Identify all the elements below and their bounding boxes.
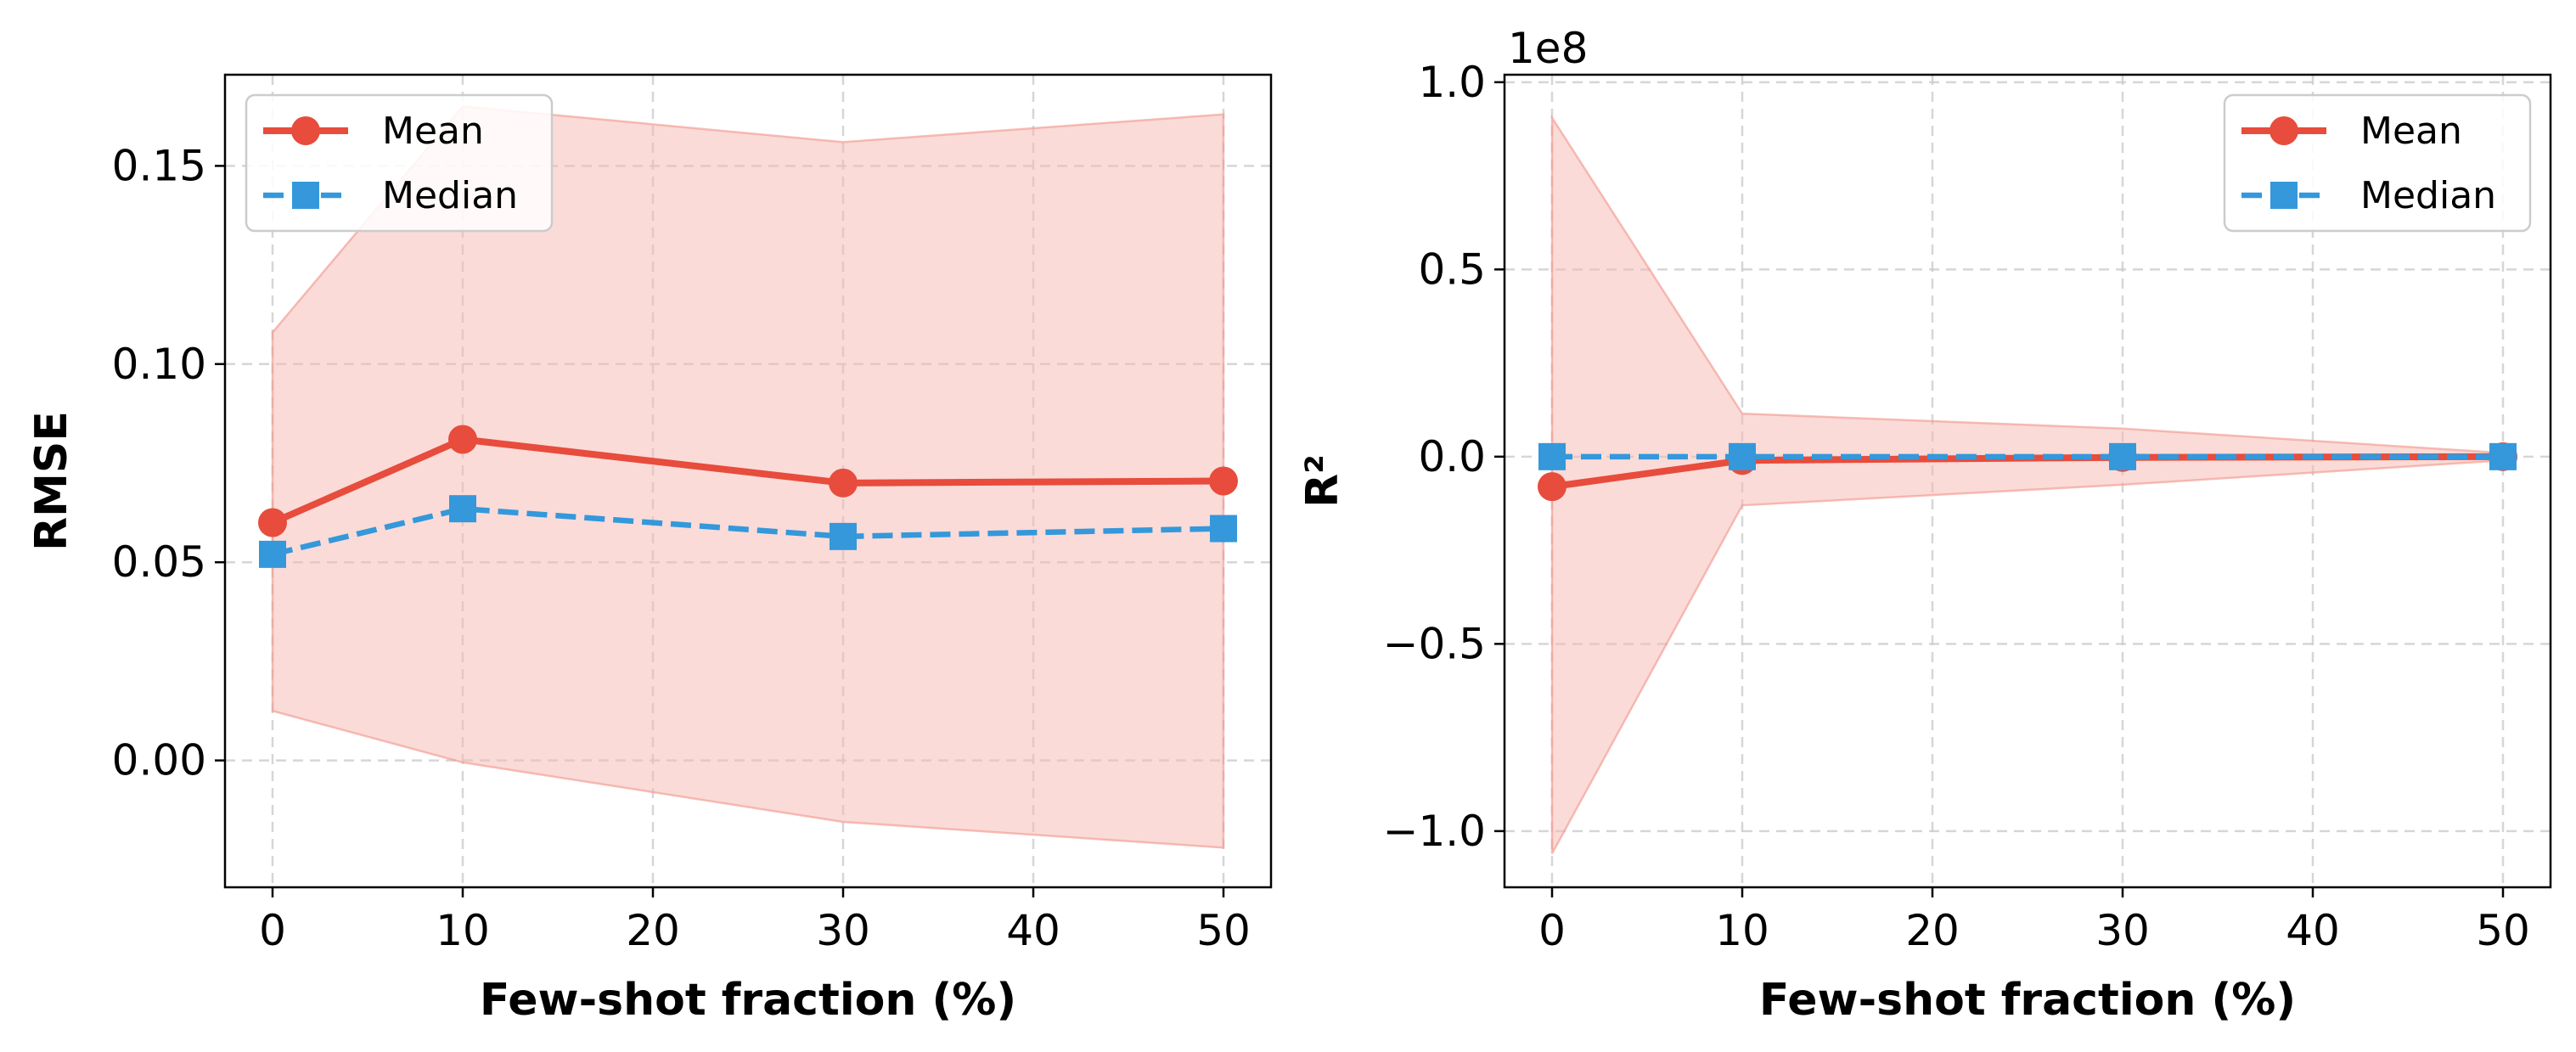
series-line-median xyxy=(272,505,1224,558)
legend-marker-median xyxy=(292,182,319,209)
x-tick-label: 50 xyxy=(2476,906,2530,955)
point-mean xyxy=(1538,472,1566,502)
x-tick-label: 10 xyxy=(1715,906,1769,955)
x-axis-title: Few-shot fraction (%) xyxy=(1759,975,2296,1026)
point-median xyxy=(1729,442,1756,470)
legend-label-median: Median xyxy=(2360,174,2496,217)
point-mean xyxy=(448,425,477,454)
x-tick-label: 30 xyxy=(816,906,870,955)
legend-marker-mean xyxy=(2269,116,2298,145)
x-tick-label: 0 xyxy=(1538,906,1566,955)
x-tick-label: 40 xyxy=(1006,906,1060,955)
point-mean xyxy=(258,508,287,537)
x-tick-label: 50 xyxy=(1196,906,1251,955)
point-median xyxy=(449,495,476,523)
legend-marker-mean xyxy=(291,116,320,145)
point-median xyxy=(2489,442,2517,470)
y-tick-label: −0.5 xyxy=(1383,619,1486,668)
x-tick-label: 30 xyxy=(2095,906,2150,955)
chart-panel-rmse: 0 10 20 30 40 50 0.00 0.05 0.10 0.15 Few-shot frac… xyxy=(26,73,1273,1026)
point-median xyxy=(2109,442,2136,470)
legend: Mean Median xyxy=(245,93,554,233)
y-tick-label: 0.10 xyxy=(112,340,206,389)
x-tick-label: 40 xyxy=(2286,906,2340,955)
point-mean xyxy=(1209,466,1238,496)
legend: Mean Median xyxy=(2223,93,2532,233)
y-tick-label: 0.15 xyxy=(112,141,206,190)
plot-frame xyxy=(223,73,1273,889)
legend-label-mean: Mean xyxy=(382,110,484,153)
x-axis-title: Few-shot fraction (%) xyxy=(480,975,1016,1026)
point-median xyxy=(259,540,286,568)
series-mean xyxy=(258,425,1238,537)
y-tick-label: 1.0 xyxy=(1418,58,1486,107)
point-median xyxy=(830,522,857,550)
series-line-mean xyxy=(271,436,1224,526)
y-tick-label: 0.00 xyxy=(112,736,206,785)
x-tick-label: 20 xyxy=(1905,906,1960,955)
point-median xyxy=(1210,515,1237,543)
y-tick-label: 0.0 xyxy=(1418,432,1486,481)
y-axis-title: R² xyxy=(1297,454,1348,508)
x-tick-label: 0 xyxy=(259,906,286,955)
y-axis-offset-text: 1e8 xyxy=(1508,24,1588,73)
x-tick-label: 10 xyxy=(436,906,490,955)
point-median xyxy=(1538,442,1566,470)
point-mean xyxy=(829,468,858,498)
legend-label-mean: Mean xyxy=(2360,110,2462,153)
chart-panel-r2: 0 10 20 30 40 50 −1.0 −0.5 0.0 0.5 1.0 Few-shot fra… xyxy=(1297,24,2552,1026)
x-tick-label: 20 xyxy=(626,906,680,955)
legend-marker-median xyxy=(2270,182,2298,209)
y-axis-title: RMSE xyxy=(26,411,77,551)
y-tick-label: 0.05 xyxy=(112,537,206,587)
legend-label-median: Median xyxy=(382,174,518,217)
plot-frame xyxy=(1503,73,2552,889)
y-tick-label: 0.5 xyxy=(1418,245,1486,294)
series-median xyxy=(259,495,1237,568)
y-tick-label: −1.0 xyxy=(1383,807,1486,856)
series-median xyxy=(1538,442,2517,470)
range-band xyxy=(271,105,1225,849)
